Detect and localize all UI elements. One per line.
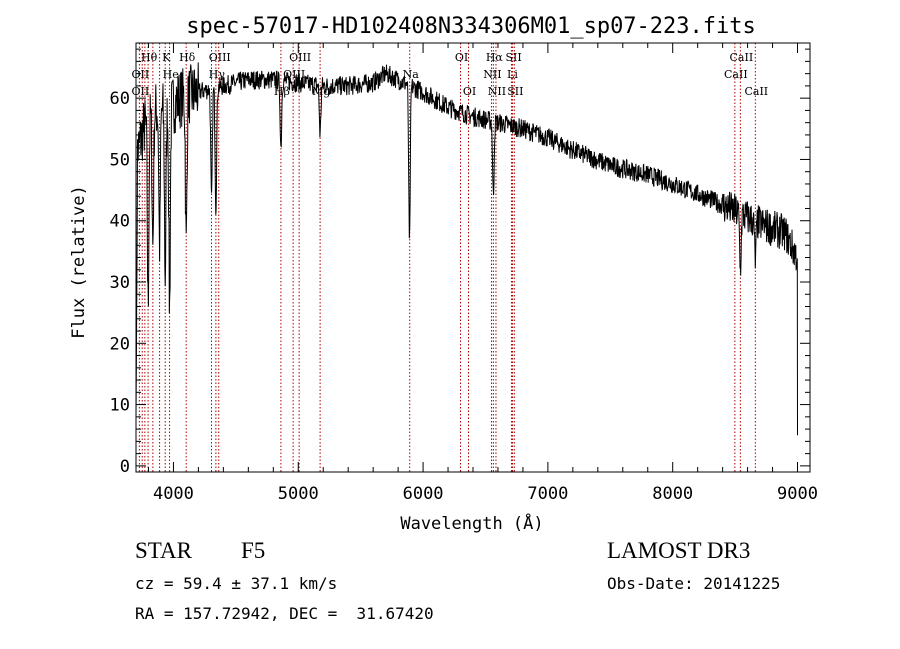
x-tick-label: 8000: [652, 484, 693, 504]
x-axis: 4000 5000 6000 7000 8000 9000: [147, 43, 818, 504]
line-label: CaII: [744, 85, 768, 98]
y-tick-label: 0: [120, 457, 130, 477]
x-tick-label: 6000: [403, 484, 444, 504]
y-tick-label: 20: [110, 334, 130, 354]
line-label: OIII: [209, 51, 231, 64]
line-label: Na: [403, 68, 420, 81]
line-label: NII: [488, 85, 506, 98]
line-label: Li: [507, 68, 518, 81]
redshift-readout: cz = 59.4 ± 37.1 km/s: [135, 574, 338, 593]
chart-title: spec-57017-HD102408N334306M01_sp07-223.f…: [186, 14, 756, 39]
line-markers: [138, 43, 756, 472]
line-label: Hθ: [141, 51, 158, 64]
object-class: STAR: [135, 538, 192, 563]
line-label: OI: [455, 51, 468, 64]
x-tick-label: 9000: [777, 484, 818, 504]
line-label: OIII: [289, 51, 311, 64]
line-label: OII: [132, 68, 150, 81]
y-tick-label: 40: [110, 212, 130, 232]
object-subclass: F5: [241, 538, 266, 563]
line-label: OI: [463, 85, 476, 98]
line-label: Hγ: [209, 68, 226, 81]
line-label: Hδ: [179, 51, 196, 64]
line-labels: OIIHθOIIKHeHδHγOIIIHβOIIIOIIIMgNaOIOIHαN…: [132, 51, 769, 98]
y-tick-label: 50: [110, 150, 130, 170]
y-axis-label: Flux (relative): [69, 185, 89, 339]
line-label: CaII: [724, 68, 748, 81]
y-tick-label: 10: [110, 396, 130, 416]
line-label: NII: [483, 68, 501, 81]
survey-name: LAMOST DR3: [607, 538, 751, 563]
line-label: CaII: [730, 51, 754, 64]
x-tick-label: 5000: [278, 484, 319, 504]
spectrum-trace: [135, 62, 798, 436]
y-tick-label: 30: [110, 273, 130, 293]
observation-date: Obs-Date: 20141225: [607, 574, 781, 593]
x-axis-label: Wavelength (Å): [400, 512, 543, 534]
plot-frame: [135, 42, 811, 473]
line-label: OII: [132, 85, 150, 98]
line-label: He: [163, 68, 179, 81]
y-tick-label: 60: [110, 89, 130, 109]
x-tick-label: 4000: [153, 484, 194, 504]
line-label: Hα: [486, 51, 504, 64]
coordinates-readout: RA = 157.72942, DEC = 31.67420: [135, 604, 434, 623]
y-axis: 0 10 20 30 40 50 60: [110, 48, 810, 477]
x-tick-label: 7000: [527, 484, 568, 504]
line-label: SII: [505, 51, 521, 64]
line-label: SII: [507, 85, 523, 98]
line-label: K: [162, 51, 171, 64]
